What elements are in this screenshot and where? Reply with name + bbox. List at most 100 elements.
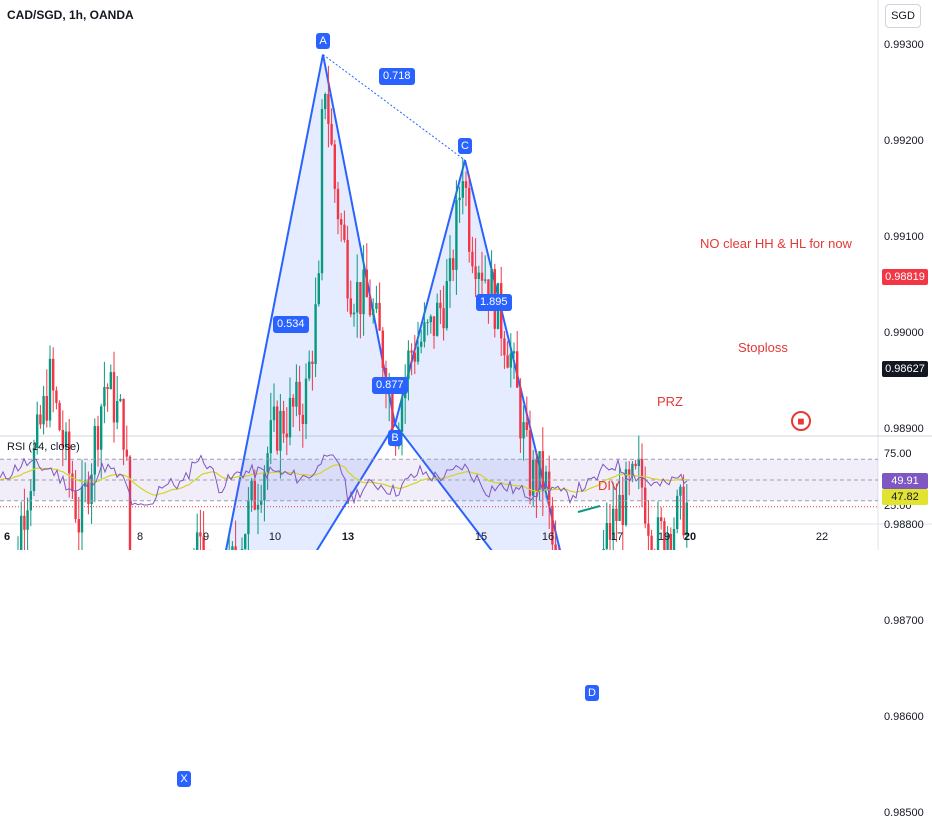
price-tick-label: 0.99100 (884, 231, 924, 243)
ratio-label-bcd: 1.895 (476, 294, 512, 311)
candle-body (36, 414, 39, 448)
candle-body (628, 469, 631, 477)
candle-body (42, 396, 45, 425)
last-price-tag: 0.98819 (882, 269, 928, 285)
time-tick-label: 15 (474, 531, 488, 543)
ratio-label-xab: 0.534 (273, 316, 309, 333)
candle-body (538, 451, 541, 492)
candle-body (80, 486, 84, 533)
candle-body (605, 522, 608, 549)
candle-body (285, 433, 288, 438)
candle-body (618, 494, 621, 521)
candle-body (490, 269, 493, 303)
candle-body (269, 420, 272, 454)
candle-body (282, 410, 285, 434)
candle-body (660, 517, 663, 522)
candle-body (554, 544, 557, 550)
candle-body (314, 304, 317, 365)
candle-body (336, 188, 340, 220)
candle-body (608, 522, 612, 540)
candle-body (448, 258, 452, 282)
candle-body (317, 273, 320, 305)
divergence-line (577, 505, 601, 513)
candle-body (685, 502, 688, 536)
candle-body (480, 272, 484, 281)
price-tick-label: 0.98900 (884, 423, 924, 435)
candle-body (528, 430, 532, 496)
price-tick-label: 0.98500 (884, 807, 924, 819)
candle-body (621, 494, 624, 526)
candle-body (202, 536, 205, 550)
candle-body (455, 200, 458, 270)
candle-body (231, 546, 234, 550)
candle-body (423, 322, 426, 342)
harmonic-pattern (225, 54, 561, 550)
candle-body (468, 187, 471, 252)
candle-body (352, 312, 356, 315)
canada-flag-icon[interactable]: ◼ (791, 411, 811, 431)
candle-body (244, 534, 247, 549)
candle-body (87, 480, 90, 505)
grid (0, 0, 932, 550)
candle-body (474, 266, 477, 280)
candle-body (452, 258, 455, 270)
prz-annotation: PRZ (657, 394, 683, 409)
candle-body (48, 358, 52, 421)
price-tick-label: 0.99300 (884, 39, 924, 51)
candle-body (106, 386, 109, 390)
stoploss-annotation: Stoploss (738, 340, 788, 355)
candle-body (477, 272, 480, 280)
pattern-point-d: D (585, 685, 599, 702)
bcd-triangle (393, 159, 561, 550)
rsi-title: RSI (14, close) (7, 441, 80, 453)
candle-body (288, 397, 292, 438)
candle-body (240, 548, 244, 550)
candle-body (624, 469, 628, 526)
time-tick-label: 22 (815, 531, 829, 543)
candle-body (20, 515, 23, 550)
candle-body (439, 302, 442, 309)
price-tick-label: 0.98600 (884, 711, 924, 723)
candle-body (631, 463, 634, 477)
candle-body (650, 535, 653, 550)
div-annotation: DIV (598, 478, 620, 493)
candle-body (368, 297, 372, 316)
ac-dotted-line (322, 54, 466, 161)
candle-body (103, 386, 106, 407)
candle-body (359, 282, 362, 315)
candle-body (112, 372, 116, 423)
candle-body (484, 279, 487, 281)
price-lines (0, 506, 878, 508)
candle-body (413, 352, 416, 362)
candle-body (375, 302, 378, 309)
crosshair-price-tag: 0.98627 (882, 361, 928, 377)
candle-body (84, 480, 87, 487)
time-tick-label: 6 (3, 531, 11, 543)
rsi-panel (0, 454, 878, 513)
pattern-point-a: A (316, 32, 330, 49)
candle-body (612, 508, 615, 540)
chart-canvas[interactable] (0, 0, 932, 550)
candle-body (272, 406, 276, 421)
price-tick-label: 0.99000 (884, 327, 924, 339)
rsi-line (0, 454, 688, 506)
candle-body (247, 500, 250, 535)
candle-body (532, 459, 535, 496)
candle-body (23, 515, 26, 530)
time-tick-label: 19 (657, 531, 671, 543)
candle-body (464, 181, 468, 188)
time-tick-label: 17 (610, 531, 624, 543)
candle-body (666, 533, 669, 550)
currency-button[interactable]: SGD (885, 4, 921, 28)
candle-body (279, 410, 282, 451)
candle-body (634, 463, 637, 467)
candle-body (535, 459, 538, 492)
candle-body (52, 358, 55, 391)
time-tick-label: 8 (136, 531, 144, 543)
candle-body (669, 533, 672, 550)
xab-triangle (225, 54, 397, 550)
ratio-label-xad: 0.877 (372, 377, 408, 394)
candle-body (116, 401, 119, 423)
time-tick-label: 9 (202, 531, 210, 543)
candle-body (320, 109, 324, 274)
